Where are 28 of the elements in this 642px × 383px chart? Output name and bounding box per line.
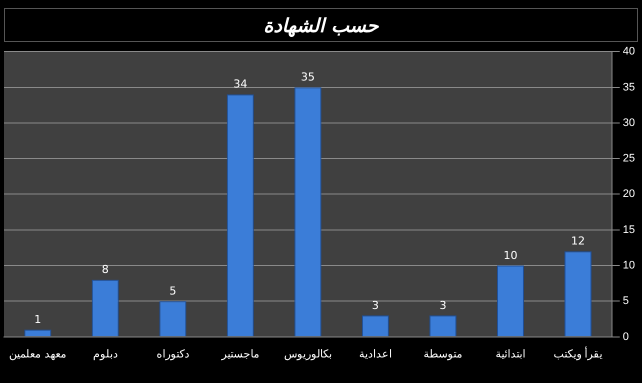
x-tick-label: دكتوراه [156, 348, 190, 360]
x-tick-label: متوسطة [423, 348, 462, 360]
y-tick-label: 40 [622, 46, 636, 58]
data-label: 3 [372, 298, 379, 312]
x-tick-label: يقرأ ويكتب [553, 346, 603, 360]
data-label: 1 [34, 313, 42, 326]
y-tick-label: 0 [622, 330, 629, 343]
y-tick-label: 5 [622, 295, 629, 308]
y-tick-label: 20 [622, 188, 636, 200]
x-tick-label: معهد معلمين [9, 348, 66, 360]
y-tick-label: 30 [622, 116, 636, 129]
x-tick-label: اعدادية [358, 348, 392, 360]
x-tick-label: ماجستير [220, 348, 260, 360]
x-tick-label: ابتدائية [495, 348, 526, 360]
data-label: 10 [503, 248, 518, 262]
data-label: 12 [571, 234, 585, 248]
data-label: 3 [439, 298, 446, 312]
data-label: 8 [102, 263, 109, 276]
chart-title: حسب الشهادة [4, 8, 638, 42]
x-tick-label: دبلوم [92, 348, 118, 360]
y-tick-label: 35 [622, 81, 636, 94]
data-label: 5 [169, 284, 176, 298]
y-tick-label: 10 [622, 260, 636, 272]
x-tick-label: بكالوريوس [284, 348, 332, 360]
y-tick-label: 15 [622, 224, 636, 236]
data-label: 35 [300, 70, 315, 84]
y-tick-label: 25 [622, 152, 636, 165]
data-label: 34 [233, 78, 248, 91]
